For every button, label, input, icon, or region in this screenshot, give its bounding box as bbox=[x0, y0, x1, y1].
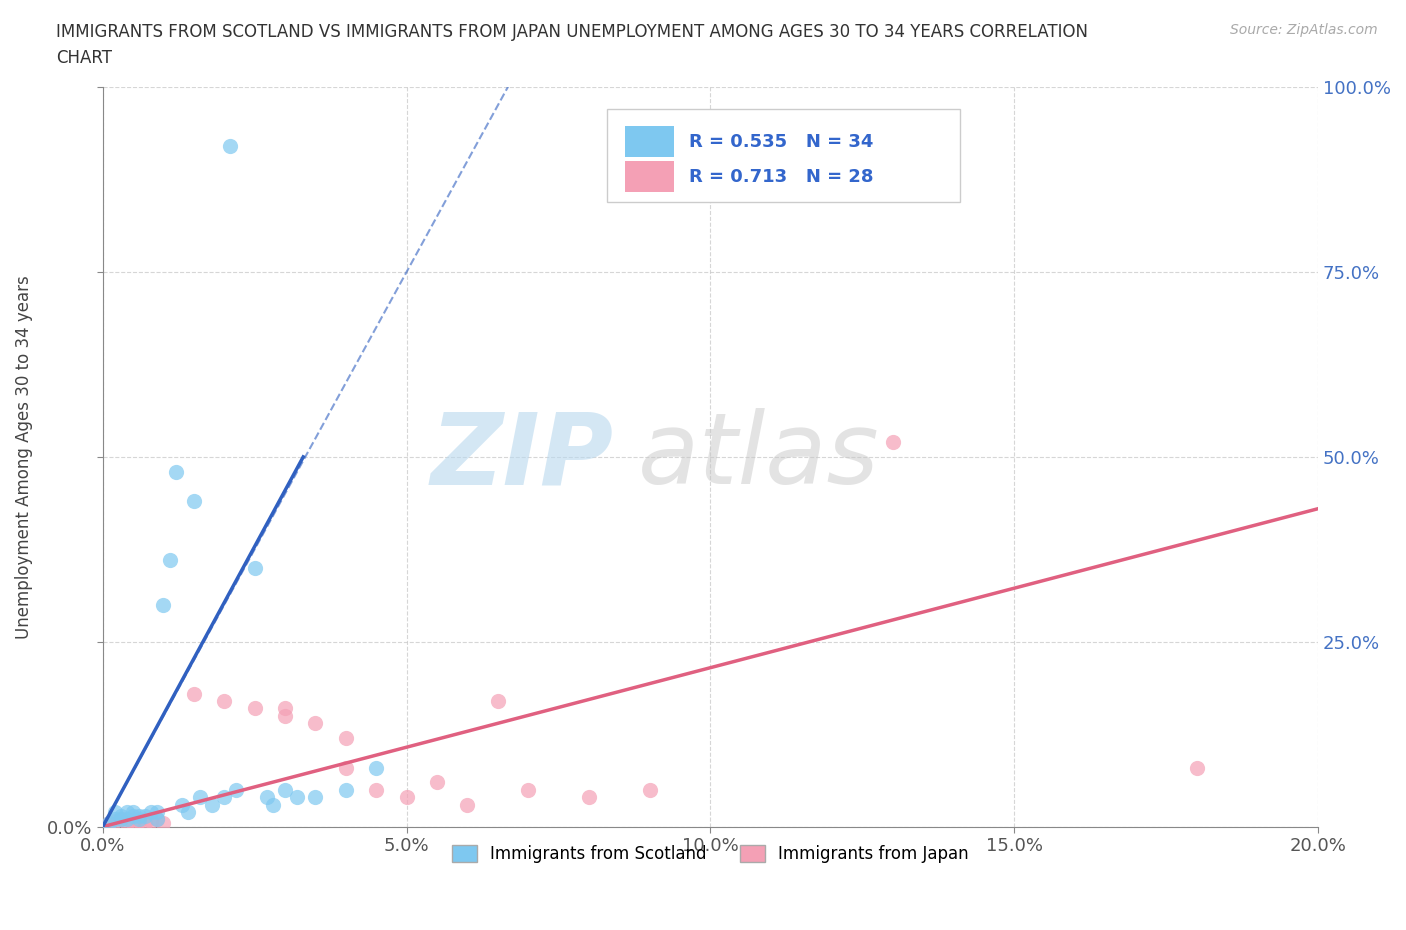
Point bbox=[225, 782, 247, 797]
Point bbox=[165, 464, 187, 479]
Point bbox=[110, 812, 132, 827]
Y-axis label: Unemployment Among Ages 30 to 34 years: Unemployment Among Ages 30 to 34 years bbox=[15, 275, 32, 639]
Point bbox=[104, 814, 127, 829]
Point bbox=[262, 797, 284, 812]
Point bbox=[304, 790, 326, 804]
Point bbox=[201, 797, 224, 812]
Point bbox=[243, 561, 266, 576]
Point bbox=[128, 814, 150, 829]
Point bbox=[170, 797, 193, 812]
Point bbox=[219, 139, 242, 153]
Point bbox=[159, 553, 181, 568]
Text: ZIP: ZIP bbox=[430, 408, 613, 505]
Point bbox=[285, 790, 308, 804]
Point bbox=[183, 494, 205, 509]
Point bbox=[128, 812, 150, 827]
Point bbox=[212, 790, 235, 804]
Point bbox=[578, 790, 600, 804]
Point bbox=[122, 816, 145, 830]
Point bbox=[152, 816, 174, 830]
Point bbox=[366, 760, 388, 775]
Text: R = 0.713   N = 28: R = 0.713 N = 28 bbox=[689, 167, 873, 186]
FancyBboxPatch shape bbox=[626, 161, 673, 193]
Point bbox=[146, 804, 169, 819]
Point bbox=[274, 709, 297, 724]
Point bbox=[122, 808, 145, 823]
Point bbox=[110, 812, 132, 827]
Point bbox=[274, 701, 297, 716]
Point bbox=[882, 434, 904, 449]
Point bbox=[256, 790, 278, 804]
Point bbox=[366, 782, 388, 797]
Point bbox=[110, 808, 132, 823]
Text: Source: ZipAtlas.com: Source: ZipAtlas.com bbox=[1230, 23, 1378, 37]
Legend: Immigrants from Scotland, Immigrants from Japan: Immigrants from Scotland, Immigrants fro… bbox=[446, 839, 976, 870]
Text: atlas: atlas bbox=[637, 408, 879, 505]
Point bbox=[274, 782, 297, 797]
Text: R = 0.535   N = 34: R = 0.535 N = 34 bbox=[689, 133, 873, 151]
Point bbox=[134, 816, 156, 830]
Point bbox=[141, 814, 163, 829]
Point bbox=[97, 816, 120, 830]
Point bbox=[128, 808, 150, 823]
Point bbox=[97, 816, 120, 830]
Point bbox=[104, 812, 127, 827]
Point bbox=[335, 730, 357, 745]
Point bbox=[335, 782, 357, 797]
Point bbox=[141, 804, 163, 819]
Point bbox=[304, 716, 326, 731]
Point bbox=[115, 816, 138, 830]
Point bbox=[395, 790, 418, 804]
Point bbox=[243, 701, 266, 716]
Point bbox=[456, 797, 478, 812]
Point bbox=[212, 694, 235, 709]
Point bbox=[122, 804, 145, 819]
Point bbox=[183, 686, 205, 701]
FancyBboxPatch shape bbox=[626, 126, 673, 157]
Point bbox=[115, 812, 138, 827]
Point bbox=[104, 804, 127, 819]
Point bbox=[188, 790, 211, 804]
Text: CHART: CHART bbox=[56, 49, 112, 67]
FancyBboxPatch shape bbox=[607, 110, 959, 202]
Point bbox=[1185, 760, 1208, 775]
Point bbox=[146, 812, 169, 827]
Point bbox=[486, 694, 509, 709]
Point bbox=[335, 760, 357, 775]
Point bbox=[638, 782, 661, 797]
Point bbox=[134, 808, 156, 823]
Point bbox=[517, 782, 540, 797]
Point bbox=[115, 804, 138, 819]
Point bbox=[426, 775, 449, 790]
Text: IMMIGRANTS FROM SCOTLAND VS IMMIGRANTS FROM JAPAN UNEMPLOYMENT AMONG AGES 30 TO : IMMIGRANTS FROM SCOTLAND VS IMMIGRANTS F… bbox=[56, 23, 1088, 41]
Point bbox=[177, 804, 200, 819]
Point bbox=[146, 812, 169, 827]
Point bbox=[152, 597, 174, 612]
